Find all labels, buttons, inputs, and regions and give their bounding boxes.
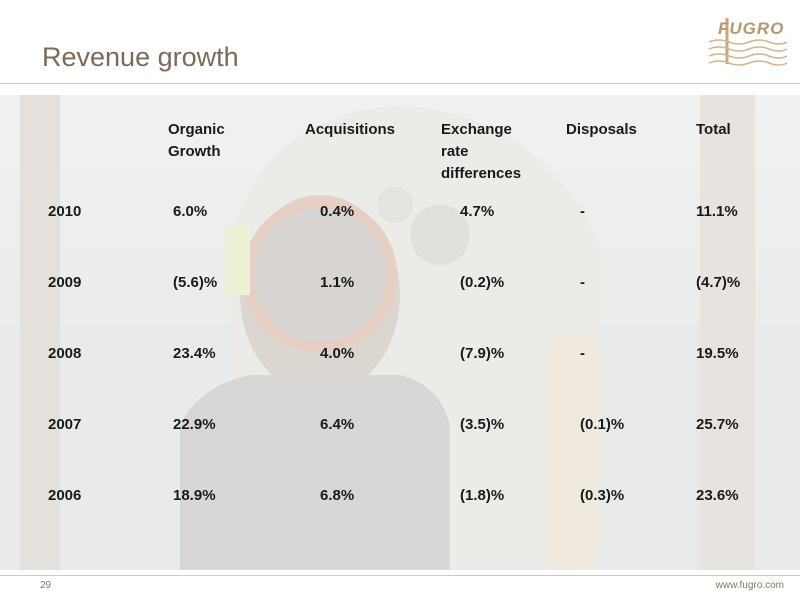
- slide-title: Revenue growth: [42, 42, 239, 72]
- table-cell: (0.1)%: [580, 416, 625, 433]
- footer-rule: [0, 575, 800, 576]
- table-cell: -: [580, 203, 585, 220]
- table-cell: 6.4%: [320, 416, 355, 433]
- row-year: 2010: [48, 203, 82, 220]
- table-cell: 11.1%: [696, 203, 738, 220]
- table-cell: (0.3)%: [580, 487, 625, 504]
- row-year: 2006: [48, 487, 82, 504]
- row-year: 2009: [48, 274, 82, 291]
- table-cell: 19.5%: [696, 345, 739, 362]
- table-cell: 18.9%: [173, 487, 216, 504]
- table-cell: -: [580, 345, 585, 362]
- column-header: Disposals: [566, 121, 637, 138]
- column-header: Acquisitions: [305, 121, 396, 138]
- header-rule: [0, 83, 800, 84]
- row-year: 2008: [48, 345, 82, 362]
- table-cell: 22.9%: [173, 416, 216, 433]
- logo-text: FUGRO: [718, 19, 785, 38]
- table-cell: 0.4%: [320, 203, 355, 220]
- table-cell: (7.9)%: [460, 345, 505, 362]
- table-cell: 1.1%: [320, 274, 355, 291]
- table-cell: 23.6%: [696, 487, 739, 504]
- column-header: Exchange rate differences: [441, 121, 522, 182]
- table-cell: 25.7%: [696, 416, 739, 433]
- table-cell: 4.0%: [320, 345, 355, 362]
- row-year: 2007: [48, 416, 82, 433]
- column-header: Organic Growth: [168, 121, 225, 160]
- column-header: Total: [696, 121, 731, 138]
- background-photo: [0, 95, 800, 570]
- footer-url: www.fugro.com: [715, 580, 784, 591]
- table-cell: 6.0%: [173, 203, 208, 220]
- logo: [705, 12, 787, 70]
- page-number: 29: [40, 580, 52, 591]
- table-cell: (0.2)%: [460, 274, 505, 291]
- table-cell: (3.5)%: [460, 416, 505, 433]
- table-cell: -: [580, 274, 585, 291]
- table-cell: 6.8%: [320, 487, 355, 504]
- table-cell: 23.4%: [173, 345, 216, 362]
- table-cell: (4.7)%: [696, 274, 741, 291]
- table-cell: (5.6)%: [173, 274, 218, 291]
- table-cell: (1.8)%: [460, 487, 505, 504]
- table-cell: 4.7%: [460, 203, 495, 220]
